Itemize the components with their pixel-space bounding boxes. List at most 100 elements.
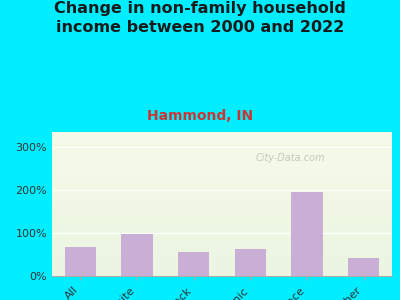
Bar <box>52 223 392 224</box>
Bar <box>52 211 392 213</box>
Bar <box>52 272 392 273</box>
Bar <box>52 157 392 158</box>
Bar <box>52 132 392 134</box>
Bar <box>52 175 392 177</box>
Bar <box>52 181 392 182</box>
Bar <box>52 247 392 249</box>
Bar <box>52 253 392 254</box>
Bar <box>52 243 392 244</box>
Bar <box>52 155 392 157</box>
Bar <box>52 215 392 217</box>
Bar <box>52 152 392 154</box>
Bar <box>52 200 392 201</box>
Bar <box>52 168 392 170</box>
Bar <box>52 229 392 230</box>
Bar <box>52 244 392 246</box>
Bar <box>52 202 392 204</box>
Bar <box>52 164 392 165</box>
Bar <box>52 177 392 178</box>
Bar <box>65 247 96 276</box>
Bar <box>52 210 392 211</box>
Bar <box>52 246 392 247</box>
Bar <box>52 165 392 166</box>
Bar <box>122 234 152 276</box>
Bar <box>52 145 392 146</box>
Bar <box>52 237 392 238</box>
Bar <box>52 274 392 276</box>
Bar <box>52 226 392 227</box>
Bar <box>52 217 392 218</box>
Bar <box>52 221 392 223</box>
Bar <box>52 142 392 143</box>
Bar <box>52 184 392 185</box>
Bar <box>348 258 379 276</box>
Bar <box>52 263 392 265</box>
Bar <box>52 250 392 251</box>
Bar <box>52 151 392 152</box>
Bar <box>52 201 392 202</box>
Bar <box>52 193 392 194</box>
Bar <box>52 158 392 159</box>
Text: City-Data.com: City-Data.com <box>255 153 325 163</box>
Bar <box>52 267 392 269</box>
Bar <box>52 138 392 139</box>
Bar <box>52 154 392 155</box>
Bar <box>52 197 392 198</box>
Bar <box>52 273 392 274</box>
Bar <box>52 179 392 181</box>
Bar <box>52 262 392 263</box>
Bar <box>52 270 392 272</box>
Bar <box>52 236 392 237</box>
Bar <box>52 207 392 208</box>
Bar <box>52 134 392 135</box>
Bar <box>52 162 392 164</box>
Bar <box>52 213 392 214</box>
Bar <box>52 188 392 190</box>
Bar <box>52 136 392 138</box>
Bar <box>52 234 392 236</box>
Bar <box>52 214 392 215</box>
Bar <box>52 143 392 145</box>
Bar <box>52 256 392 257</box>
Bar <box>178 252 209 276</box>
Bar <box>52 238 392 240</box>
Bar <box>52 178 392 179</box>
Bar <box>52 249 392 250</box>
Text: Hammond, IN: Hammond, IN <box>147 110 253 124</box>
Bar <box>52 198 392 200</box>
Bar <box>52 218 392 220</box>
Bar <box>52 146 392 148</box>
Bar <box>52 251 392 253</box>
Bar <box>52 259 392 260</box>
Bar <box>52 195 392 197</box>
Bar <box>52 159 392 161</box>
Bar <box>52 190 392 191</box>
Bar <box>52 161 392 162</box>
Bar <box>52 149 392 151</box>
Bar <box>292 192 322 276</box>
Bar <box>52 208 392 210</box>
Bar <box>52 266 392 267</box>
Bar <box>52 194 392 195</box>
Bar <box>52 141 392 142</box>
Bar <box>52 227 392 229</box>
Bar <box>52 269 392 270</box>
Bar <box>52 260 392 262</box>
Bar <box>52 171 392 172</box>
Bar <box>52 242 392 243</box>
Bar <box>52 148 392 149</box>
Bar <box>52 204 392 206</box>
Bar <box>52 169 392 171</box>
Bar <box>52 257 392 259</box>
Bar <box>52 139 392 141</box>
Bar <box>52 240 392 242</box>
Bar <box>52 167 392 168</box>
Bar <box>52 254 392 256</box>
Bar <box>52 233 392 234</box>
Bar <box>52 182 392 184</box>
Bar <box>52 265 392 266</box>
Bar <box>52 231 392 233</box>
Bar <box>52 224 392 226</box>
Bar <box>235 249 266 276</box>
Bar <box>52 174 392 175</box>
